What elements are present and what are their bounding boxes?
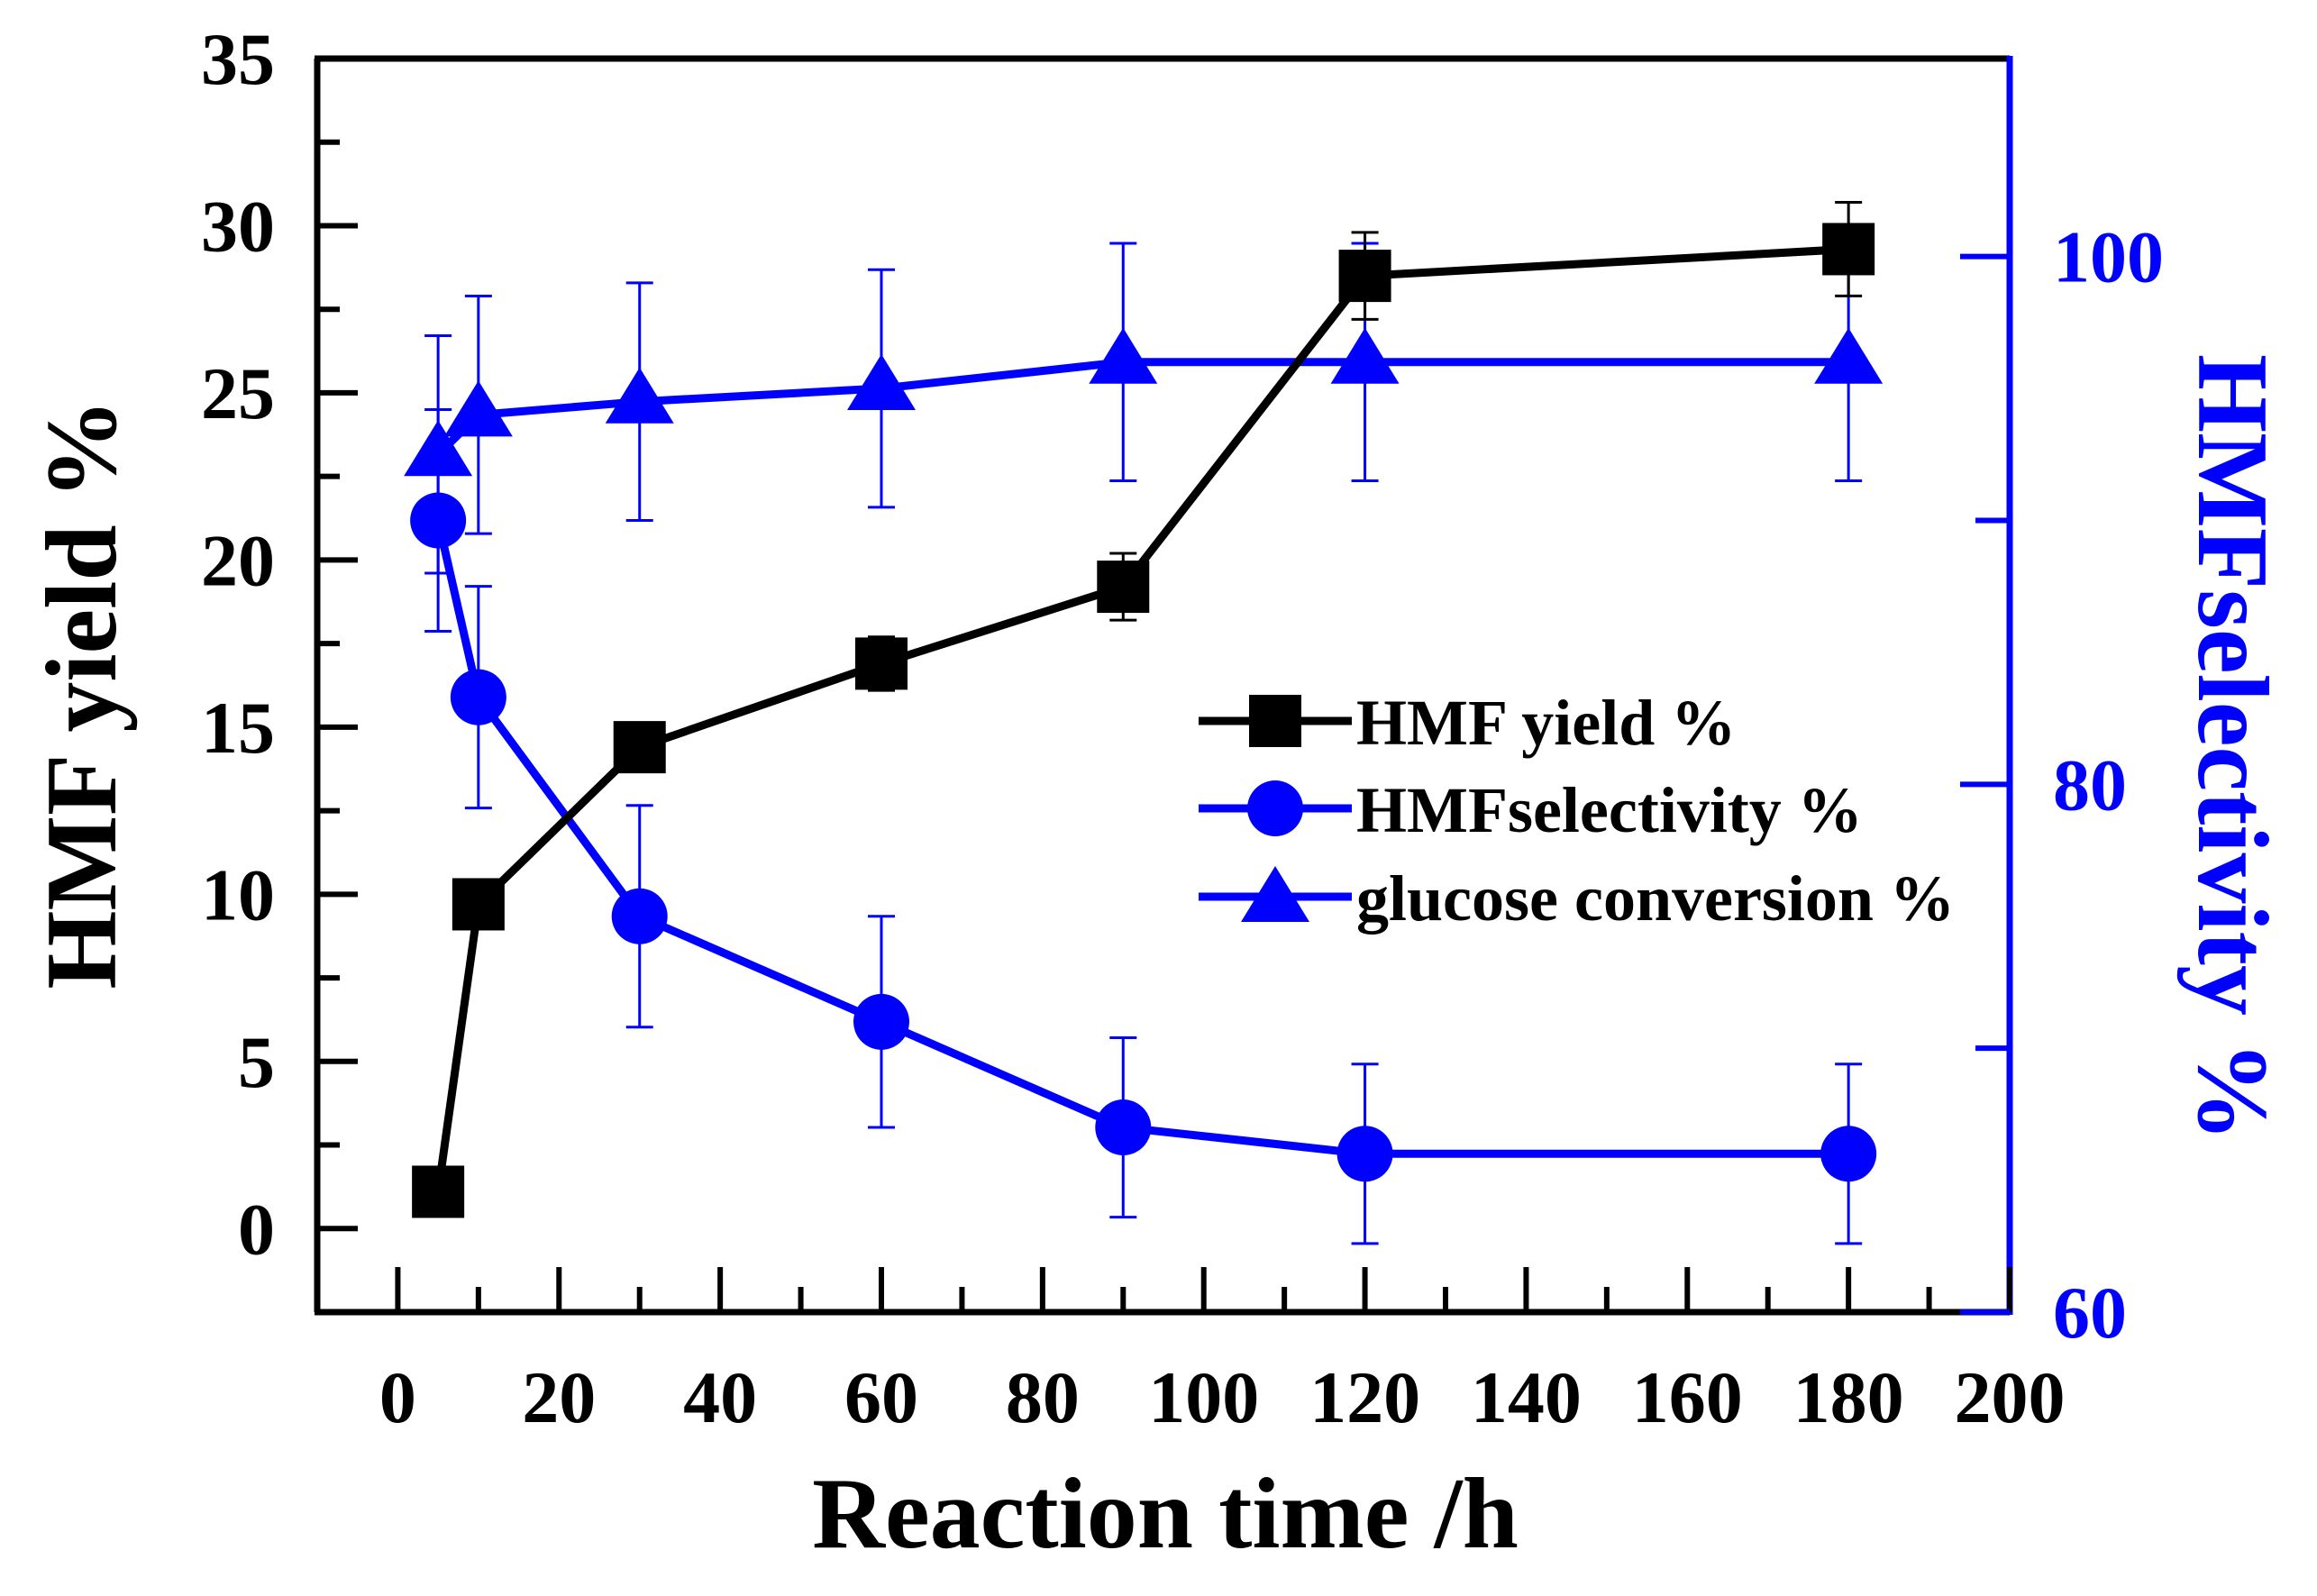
x-tick-label: 20: [522, 1356, 596, 1438]
axes-layer: 0 20 40 60 80 100 120 140 160 180 200 0 5 10 15 20 25 30 3…: [201, 18, 2164, 1438]
y-right-axis-title: HMFselectivity %: [2176, 354, 2288, 1142]
hmf-yield-point: [1822, 223, 1875, 276]
hmf-yield-point: [452, 878, 505, 931]
glucose-conversion-point: [1814, 327, 1884, 384]
hmfselectivity-point: [1820, 1126, 1877, 1182]
y-right-tick-label: 60: [2053, 1272, 2127, 1354]
hmfselectivity-point: [853, 993, 909, 1050]
glucose-conversion-point: [443, 380, 513, 437]
hmf-yield-point: [613, 721, 666, 774]
hmfselectivity-point: [450, 669, 506, 725]
y-right-tick-label: 100: [2053, 216, 2164, 298]
hmfselectivity-point: [611, 888, 668, 944]
x-tick-label: 40: [683, 1356, 757, 1438]
glucose-conversion-point: [1330, 327, 1400, 384]
hmf-yield-point: [412, 1165, 465, 1218]
y-left-axis-title: HMF yield %: [26, 398, 138, 989]
y-left-tick-label: 20: [201, 519, 275, 601]
glucose-conversion-point: [847, 354, 916, 411]
legend-marker-glucose-conversion: [1241, 866, 1309, 922]
marker-layer: [404, 223, 1884, 1218]
y-right-tick-label: 80: [2053, 743, 2127, 825]
legend-marker-hmf-yield: [1249, 695, 1301, 747]
y-left-tick-label: 15: [201, 687, 275, 769]
y-left-tick-label: 30: [201, 185, 275, 267]
x-tick-label: 140: [1471, 1356, 1582, 1438]
hmf-yield-point: [1097, 561, 1150, 614]
x-tick-label: 60: [844, 1356, 918, 1438]
x-tick-label: 80: [1006, 1356, 1080, 1438]
x-tick-label: 200: [1955, 1356, 2066, 1438]
legend-label-glucose-conversion: glucose conversion %: [1356, 862, 1955, 935]
glucose-conversion-point: [1089, 327, 1158, 384]
y-left-tick-label: 25: [201, 352, 275, 434]
x-tick-label: 120: [1309, 1356, 1420, 1438]
y-left-tick-label: 5: [238, 1021, 275, 1103]
hmfselectivity-point: [1336, 1126, 1393, 1182]
glucose-conversion-point: [605, 367, 674, 424]
glucose-conversion-point: [404, 420, 473, 477]
x-tick-label: 180: [1793, 1356, 1904, 1438]
hmf-yield-point: [1338, 250, 1391, 303]
y-left-tick-label: 0: [238, 1188, 275, 1270]
legend: HMF yield % HMFselectivity % glucose con…: [1199, 687, 1955, 935]
legend-label-hmf-selectivity: HMFselectivity %: [1356, 774, 1863, 846]
hmfselectivity-point: [410, 492, 467, 549]
hmfselectivity-point: [1095, 1099, 1152, 1156]
hmf-yield-point: [855, 637, 908, 690]
legend-marker-hmf-selectivity: [1247, 780, 1303, 836]
legend-label-hmf-yield: HMF yield %: [1356, 687, 1736, 759]
x-tick-label: 160: [1632, 1356, 1743, 1438]
y-left-tick-label: 10: [201, 853, 275, 935]
x-tick-label: 100: [1148, 1356, 1259, 1438]
y-left-tick-label: 35: [201, 18, 275, 100]
x-tick-label: 0: [379, 1356, 416, 1438]
x-axis-title: Reaction time /h: [812, 1458, 1519, 1570]
